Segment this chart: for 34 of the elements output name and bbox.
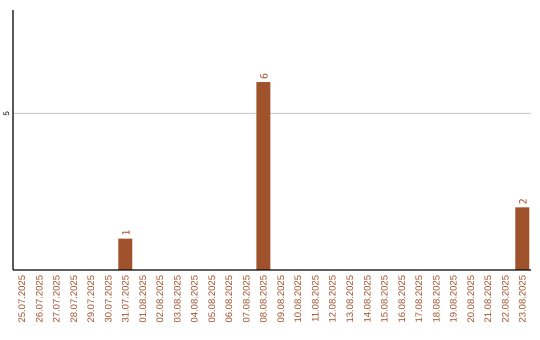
x-tick-label: 28.07.2025 xyxy=(68,275,80,323)
y-tick-label: 5 xyxy=(2,110,11,116)
x-tick-label: 15.08.2025 xyxy=(380,275,391,323)
x-tick-label: 29.07.2025 xyxy=(86,275,98,323)
x-tick-label: 31.07.2025 xyxy=(120,275,132,323)
x-tick-label: 05.08.2025 xyxy=(206,275,218,323)
x-tick-label: 13.08.2025 xyxy=(345,275,356,323)
x-tick-label: 06.08.2025 xyxy=(224,275,236,323)
x-tick-label: 22.08.2025 xyxy=(500,275,512,323)
x-tick-label: 25.07.2025 xyxy=(17,275,28,323)
x-tick-label: 16.08.2025 xyxy=(396,275,408,323)
x-tick-label: 07.08.2025 xyxy=(241,275,252,323)
x-tick-label: 10.08.2025 xyxy=(293,275,304,323)
x-tick-label: 12.08.2025 xyxy=(328,275,339,323)
x-tick-label: 09.08.2025 xyxy=(276,275,287,323)
x-tick-label: 23.08.2025 xyxy=(518,275,529,323)
x-tick-label: 01.08.2025 xyxy=(138,275,149,323)
x-tick-label: 18.08.2025 xyxy=(431,275,442,323)
data-label: 1 xyxy=(121,230,132,236)
x-tick-label: 11.08.2025 xyxy=(310,275,322,322)
data-label: 6 xyxy=(259,73,270,80)
x-tick-label: 30.07.2025 xyxy=(103,275,114,323)
x-tick-label: 08.08.2025 xyxy=(258,275,270,323)
x-tick-label: 04.08.2025 xyxy=(190,275,201,323)
data-label: 2 xyxy=(518,198,530,204)
x-tick-label: 17.08.2025 xyxy=(414,275,426,323)
x-tick-label: 03.08.2025 xyxy=(172,275,184,323)
x-tick-label: 20.08.2025 xyxy=(466,275,477,323)
x-tick-label: 14.08.2025 xyxy=(362,275,374,323)
x-tick-label: 26.07.2025 xyxy=(34,275,46,323)
x-tick-label: 19.08.2025 xyxy=(448,275,460,323)
x-tick-label: 27.07.2025 xyxy=(52,275,63,323)
x-tick-label: 21.08.2025 xyxy=(483,275,494,323)
x-tick-label: 02.08.2025 xyxy=(155,275,166,323)
